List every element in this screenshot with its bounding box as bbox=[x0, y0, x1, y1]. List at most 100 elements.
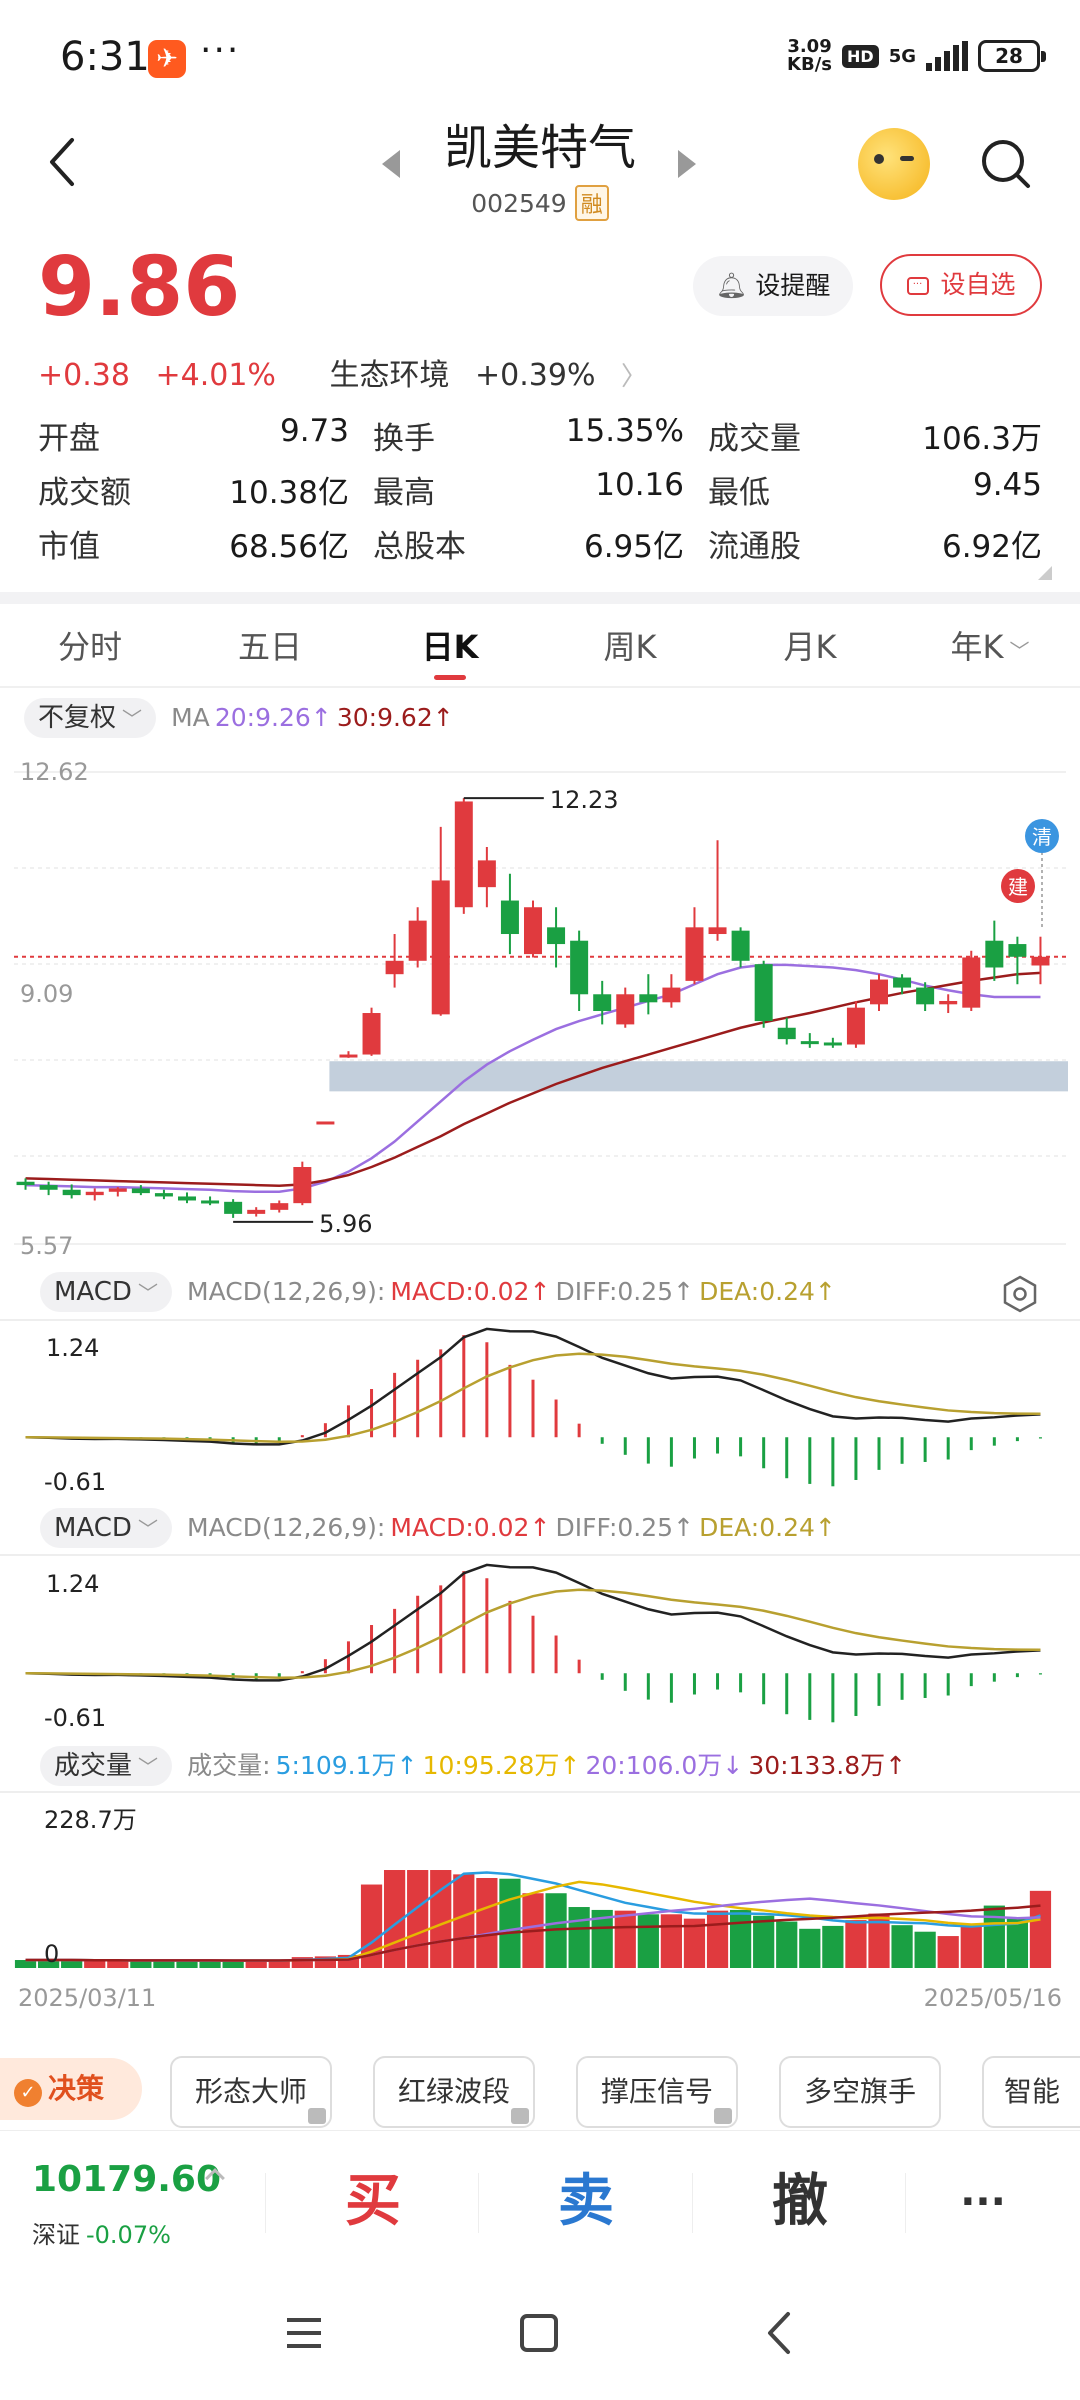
candle bbox=[870, 979, 888, 1005]
period-tabs: 分时 五日 日K 周K 月K 年K ﹀ bbox=[0, 612, 1080, 682]
expand-stats-icon[interactable] bbox=[1038, 566, 1052, 580]
volume-bar bbox=[314, 1956, 337, 1968]
macd-params: MACD(12,26,9): bbox=[187, 1277, 386, 1306]
adjust-dropdown[interactable]: 不复权 ﹀ bbox=[24, 698, 157, 738]
candle bbox=[800, 1041, 819, 1045]
decision-badge[interactable]: ✓ 决策 bbox=[0, 2058, 142, 2120]
macd-y-max: 1.24 bbox=[46, 1570, 99, 1598]
volume-legend: 成交量 ﹀ 成交量: 5:109.1万↑ 10:95.28万↑ 20:106.0万… bbox=[40, 1746, 906, 1786]
network-speed: 3.09 KB/s bbox=[787, 36, 833, 75]
sell-button[interactable]: 卖 bbox=[558, 2169, 614, 2234]
end-date: 2025/05/16 bbox=[924, 1984, 1062, 2010]
macd-y-min: -0.61 bbox=[44, 1704, 106, 1732]
sector-link[interactable]: 生态环境 bbox=[329, 358, 450, 393]
price-change: +0.38 bbox=[38, 358, 130, 393]
dea-line bbox=[25, 1588, 1041, 1680]
tab-daily-k[interactable]: 日K bbox=[360, 612, 540, 682]
candle bbox=[593, 994, 612, 1012]
candle bbox=[408, 920, 427, 961]
candle bbox=[916, 987, 935, 1005]
candle bbox=[823, 1042, 842, 1046]
prev-stock-icon[interactable] bbox=[382, 150, 400, 178]
mascot-icon[interactable] bbox=[858, 128, 930, 200]
next-stock-icon[interactable] bbox=[678, 150, 696, 178]
candle bbox=[477, 860, 496, 888]
volume-bar bbox=[291, 1957, 313, 1968]
candle bbox=[754, 964, 773, 1022]
kline-chart[interactable]: 12.62 9.09 5.57 12.23 5.96 清建 1.24 -0.61 1… bbox=[0, 690, 1080, 2010]
tab-yearly-k[interactable]: 年K ﹀ bbox=[950, 628, 1030, 666]
stats-row: 市值 68.56亿 总股本 6.95亿 流通股 6.92亿 bbox=[38, 516, 1042, 570]
section-divider bbox=[0, 592, 1080, 604]
diff-value: DIFF:0.25↑ bbox=[555, 1277, 694, 1306]
volume-bar bbox=[222, 1960, 244, 1968]
cancel-order-button[interactable]: 撤 bbox=[772, 2169, 828, 2234]
volume-bar bbox=[499, 1878, 521, 1968]
vol-ma30: 30:133.8万↑ bbox=[748, 1751, 907, 1780]
volume-bar bbox=[891, 1925, 913, 1968]
volume-bar bbox=[960, 1925, 982, 1968]
candle bbox=[16, 1181, 35, 1186]
macd-y-max: 1.24 bbox=[46, 1334, 99, 1362]
clear-marker-icon bbox=[1025, 819, 1059, 853]
notification-app-icon: ✈ bbox=[148, 40, 186, 78]
tab-intraday[interactable]: 分时 bbox=[57, 628, 122, 666]
bell-icon: 🔔︎ bbox=[715, 271, 748, 300]
volume-bar bbox=[660, 1914, 683, 1968]
ma20-value: 20:9.26↑ bbox=[214, 703, 332, 732]
volume-dropdown[interactable]: 成交量 ﹀ bbox=[40, 1746, 173, 1786]
candle bbox=[893, 977, 912, 988]
search-icon[interactable] bbox=[980, 138, 1032, 190]
indicator-dropdown[interactable]: MACD ﹀ bbox=[40, 1508, 172, 1548]
build-marker-icon bbox=[1001, 869, 1035, 903]
candle bbox=[777, 1027, 796, 1040]
index-name-row: 深证 -0.07% bbox=[32, 2221, 171, 2249]
candle bbox=[108, 1188, 127, 1192]
candle bbox=[293, 1167, 312, 1204]
nav-back-icon[interactable] bbox=[760, 2310, 800, 2356]
candle bbox=[39, 1185, 58, 1190]
volume-bar bbox=[637, 1914, 659, 1968]
chevron-down-icon: ﹀ bbox=[1009, 639, 1030, 663]
add-watchlist-button[interactable]: ··· 设自选 bbox=[880, 254, 1042, 316]
y-axis-max: 12.62 bbox=[20, 758, 89, 786]
candle bbox=[62, 1189, 81, 1196]
candle bbox=[131, 1188, 150, 1194]
strategy-bull-bear[interactable]: 多空旗手 bbox=[779, 2056, 941, 2128]
home-icon[interactable] bbox=[520, 2314, 558, 2352]
candle bbox=[570, 940, 589, 995]
watch-label: 设自选 bbox=[940, 270, 1016, 299]
indicator-dropdown[interactable]: MACD ﹀ bbox=[40, 1272, 172, 1312]
candle bbox=[708, 927, 727, 935]
volume-bar bbox=[776, 1921, 798, 1968]
candle bbox=[178, 1196, 196, 1201]
candle bbox=[939, 1000, 958, 1005]
tab-weekly-k[interactable]: 周K bbox=[603, 628, 657, 666]
strategy-support-pressure[interactable]: 撑压信号 bbox=[576, 2056, 738, 2128]
menu-icon[interactable] bbox=[285, 2316, 323, 2350]
stock-name: 凯美特气 bbox=[443, 120, 636, 176]
vol-ma10: 10:95.28万↑ bbox=[422, 1751, 581, 1780]
volume-bar bbox=[245, 1960, 267, 1968]
tab-five-day[interactable]: 五日 bbox=[237, 628, 302, 666]
strategy-pattern-master[interactable]: 形态大师 bbox=[170, 2056, 332, 2128]
candle bbox=[224, 1201, 243, 1214]
stat-float-shares: 流通股 6.92亿 bbox=[708, 528, 1042, 565]
lock-icon bbox=[308, 2108, 326, 2124]
candle bbox=[962, 957, 981, 1008]
back-icon[interactable] bbox=[40, 132, 90, 192]
strategy-smart[interactable]: 智能 bbox=[982, 2056, 1080, 2128]
set-alert-button[interactable]: 🔔︎ 设提醒 bbox=[693, 256, 853, 316]
settings-icon[interactable] bbox=[1000, 1274, 1040, 1314]
buy-button[interactable]: 买 bbox=[345, 2169, 401, 2234]
volume-bar bbox=[84, 1960, 106, 1968]
index-value[interactable]: 10179.60 bbox=[32, 2159, 222, 2200]
volume-bar bbox=[683, 1918, 706, 1968]
more-icon[interactable]: ··· bbox=[960, 2179, 1006, 2225]
current-price: 9.86 bbox=[38, 240, 241, 335]
volume-bar bbox=[130, 1960, 152, 1968]
chevron-right-icon[interactable]: 〉 bbox=[621, 362, 648, 392]
more-notifications-icon: ··· bbox=[200, 30, 241, 71]
strategy-red-green-band[interactable]: 红绿波段 bbox=[373, 2056, 535, 2128]
tab-monthly-k[interactable]: 月K bbox=[783, 628, 837, 666]
